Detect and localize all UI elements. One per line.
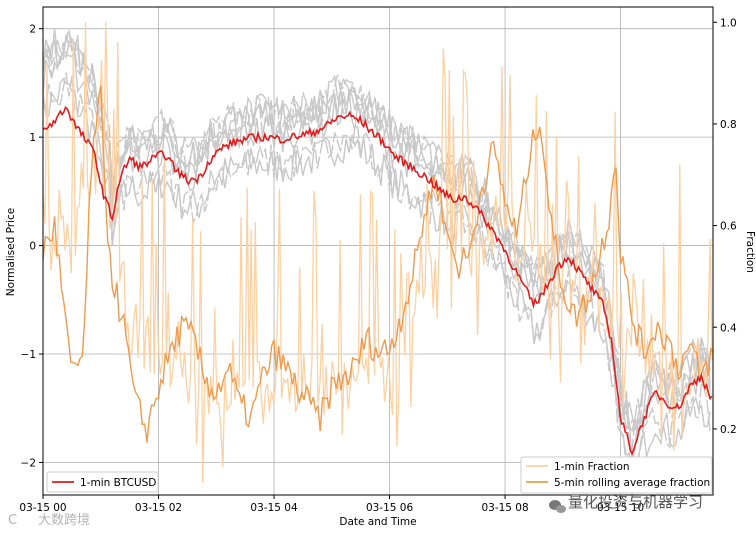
wechat-icon	[549, 500, 566, 513]
watermark-left-mark: C	[8, 513, 17, 528]
plot-area	[42, 7, 714, 497]
x-tick-label: 03-15 04	[250, 502, 298, 514]
x-tick-label: 03-15 06	[366, 502, 414, 514]
y-axis-left-label: Normalised Price	[5, 208, 17, 296]
y-tick-right-label: 0.6	[720, 221, 737, 233]
y-tick-left-label: 2	[29, 24, 36, 36]
x-axis-label: Date and Time	[339, 516, 416, 528]
y-tick-left-label: −1	[21, 349, 36, 361]
watermark-right: 量化投资与机器学习	[549, 493, 703, 513]
axes-layer: 03-15 00 03-15 02 03-15 04 03-15 06 03-15 08…	[19, 6, 737, 514]
legend-label-rolling: 5-min rolling average fraction	[554, 477, 710, 489]
y-tick-right-label: 0.4	[720, 322, 737, 334]
y-tick-right-label: 0.8	[720, 119, 737, 131]
legend-label-fraction: 1-min Fraction	[554, 461, 630, 473]
legend-fraction: 1-min Fraction 5-min rolling average fra…	[520, 456, 713, 494]
x-tick-label: 03-15 08	[481, 502, 528, 514]
series-btc-line	[42, 105, 713, 456]
watermark-left-text: 大数跨境	[38, 513, 90, 528]
y-axis-right-label: Fraction	[744, 231, 756, 273]
legend-btc: 1-min BTCUSD	[46, 471, 159, 493]
x-tick-label: 03-15 00	[19, 502, 66, 514]
legend-box-right	[520, 456, 713, 494]
plot-frame	[42, 6, 714, 496]
watermark-right-text: 量化投资与机器学习	[568, 493, 703, 511]
y-tick-left-label: 1	[29, 132, 36, 144]
x-tick-label: 03-15 02	[135, 502, 182, 514]
x-tick-label: 03-15 10	[597, 502, 644, 514]
legend-box-left	[46, 471, 159, 493]
watermark-left: C 大数跨境	[8, 513, 90, 528]
y-tick-left-label: 0	[29, 241, 36, 253]
series-fraction-line	[42, 22, 713, 484]
legend-label-btc: 1-min BTCUSD	[80, 477, 156, 489]
y-tick-right-label: 1.0	[720, 17, 737, 29]
series-rolling-line	[42, 85, 714, 443]
y-tick-left-label: −2	[21, 457, 36, 469]
y-tick-right-label: 0.2	[720, 424, 737, 436]
gray-series-line	[42, 30, 711, 430]
